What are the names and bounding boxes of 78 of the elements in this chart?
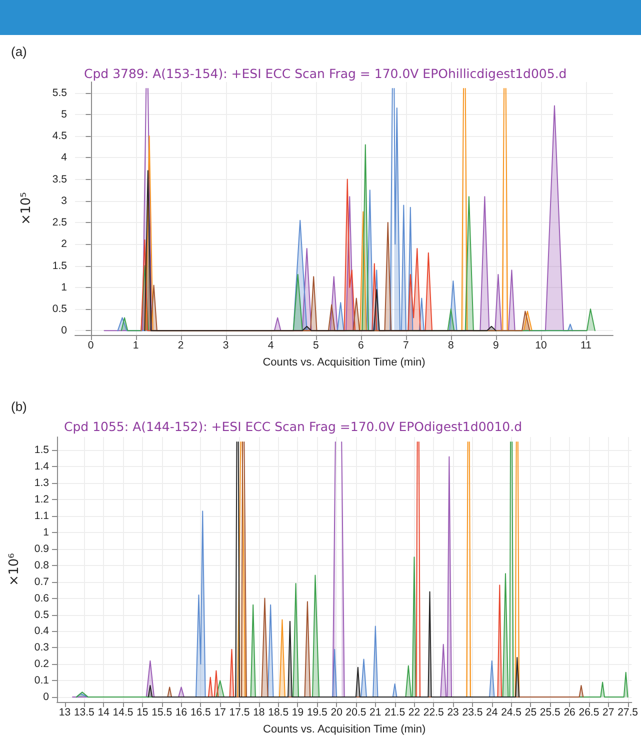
y-tick-label: 1 — [43, 526, 50, 538]
y-tick-label: 1.1 — [34, 510, 50, 522]
y-tick-label: 4.5 — [52, 130, 68, 142]
x-tick-label: 8 — [448, 340, 454, 352]
y-tick-label: 2.5 — [52, 216, 68, 229]
y-tick-label: 1.3 — [34, 477, 50, 490]
x-tick-label: 25.5 — [540, 706, 561, 718]
y-tick-label: 0.4 — [34, 625, 50, 638]
y-tick-label: 4 — [61, 152, 68, 164]
x-tick-label: 22 — [408, 706, 420, 718]
y-tick-label: 0.6 — [34, 592, 50, 604]
chart-subtitle: Cpd 3789: A(153-154): +ESI ECC Scan Frag = 170.0V EPOhillicdigest1d005.d — [84, 66, 567, 81]
y-tick-label: 0.1 — [34, 674, 50, 687]
x-tick-label: 24.5 — [501, 706, 522, 718]
x-tick-label: 7 — [402, 340, 409, 352]
x-tick-label: 3 — [222, 340, 229, 352]
x-tick-label: 25 — [524, 706, 537, 718]
x-tick-label: 27.5 — [618, 706, 638, 718]
x-tick-label: 16.5 — [190, 706, 212, 718]
x-axis-title: Counts vs. Acquisition Time (min) — [263, 724, 426, 736]
y-tick-label: 2 — [61, 238, 68, 250]
x-tick-label: 13.5 — [74, 706, 95, 718]
x-axis-title: Counts vs. Acquisition Time (min) — [262, 356, 426, 368]
y-tick-label: 5 — [61, 108, 68, 120]
chart-title: (b) — [11, 399, 27, 414]
x-tick-label: 4 — [268, 340, 274, 352]
x-tick-label: 18.5 — [268, 706, 289, 718]
x-tick-label: 23 — [447, 706, 460, 718]
y-tick-label: 1 — [61, 281, 68, 294]
x-tick-label: 24 — [486, 706, 498, 718]
x-tick-label: 27 — [602, 706, 614, 718]
x-tick-label: 1 — [132, 340, 139, 352]
y-tick-label: 3.5 — [52, 173, 68, 186]
x-tick-label: 21.5 — [384, 706, 406, 718]
x-tick-label: 15.5 — [152, 706, 172, 718]
x-tick-label: 5 — [312, 340, 319, 352]
x-tick-label: 10 — [535, 340, 547, 352]
x-tick-label: 15 — [136, 706, 148, 718]
x-tick-label: 23.5 — [462, 706, 483, 718]
x-tick-label: 13 — [58, 706, 71, 718]
chart-subtitle: Cpd 1055: A(144-152): +ESI ECC Scan Frag =170.0V EPOdigest1d0010.d — [64, 419, 522, 434]
x-tick-label: 6 — [358, 340, 364, 352]
y-tick-label: 3 — [61, 194, 68, 207]
x-tick-label: 19 — [292, 706, 304, 718]
x-tick-label: 0 — [88, 340, 94, 352]
x-tick-label: 22.5 — [423, 706, 444, 718]
y-tick-label: 1.5 — [52, 260, 68, 272]
y-axis-title: ×10⁶ — [7, 553, 22, 586]
y-tick-label: 1.2 — [34, 494, 50, 506]
x-tick-label: 18 — [253, 706, 265, 718]
x-tick-label: 9 — [493, 340, 500, 352]
x-tick-label: 2 — [178, 340, 184, 352]
y-tick-label: 0.5 — [52, 303, 68, 316]
y-tick-label: 0.8 — [34, 559, 50, 572]
y-tick-label: 0.5 — [34, 608, 50, 621]
x-tick-label: 26 — [564, 706, 576, 718]
x-tick-label: 14.5 — [112, 706, 134, 718]
y-tick-label: 0 — [43, 691, 50, 704]
y-tick-label: 1.4 — [34, 460, 50, 473]
chart-title: (a) — [11, 44, 27, 59]
x-tick-label: 20 — [330, 706, 343, 718]
x-tick-label: 17 — [214, 706, 226, 718]
x-tick-label: 26.5 — [578, 706, 600, 718]
y-tick-label: 0.2 — [34, 658, 50, 670]
x-tick-label: 16 — [175, 706, 188, 718]
y-axis-title: ×10⁵ — [19, 192, 34, 225]
x-tick-label: 21 — [370, 706, 382, 718]
y-tick-label: 5.5 — [52, 86, 68, 99]
y-tick-label: 1.5 — [34, 444, 50, 456]
x-tick-label: 14 — [98, 706, 110, 718]
y-tick-label: 0 — [61, 324, 68, 337]
y-tick-label: 0.3 — [34, 642, 50, 654]
y-tick-label: 0.7 — [34, 576, 50, 588]
x-tick-label: 20.5 — [346, 706, 366, 718]
x-tick-label: 17.5 — [229, 706, 250, 718]
y-tick-label: 0.9 — [34, 542, 50, 555]
x-tick-label: 11 — [580, 340, 592, 352]
x-tick-label: 19.5 — [306, 706, 328, 718]
